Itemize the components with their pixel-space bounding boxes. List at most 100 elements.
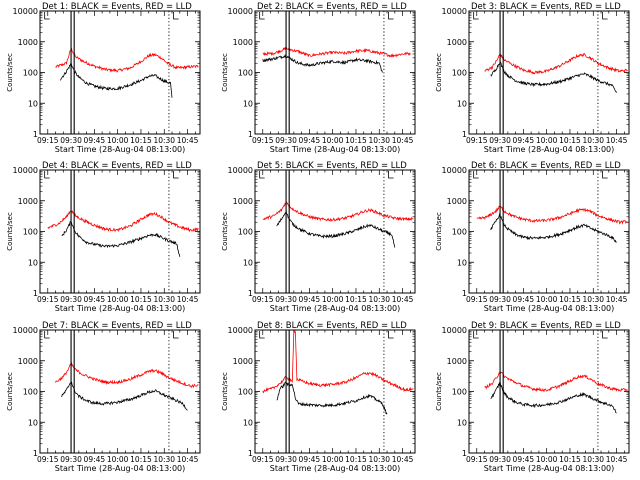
x-axis-label: Start Time (28-Aug-04 08:13:00) xyxy=(484,464,615,473)
chart-panel-6: Det 6: BLACK = Events, RED = LLD 1 10 100 10… xyxy=(435,161,630,313)
chart-title: Det 4: BLACK = Events, RED = LLD xyxy=(42,161,192,171)
x-tick-label: 09:30 xyxy=(60,136,82,145)
y-axis-label: Counts/sec xyxy=(6,212,14,251)
chart-title: Det 7: BLACK = Events, RED = LLD xyxy=(42,321,192,331)
lld-series-line xyxy=(476,205,628,225)
events-series-line xyxy=(61,381,188,411)
lld-series-line xyxy=(262,330,414,394)
y-tick-label: 1000 xyxy=(233,357,253,366)
plot-frame xyxy=(468,10,630,135)
plot-frame xyxy=(254,169,416,294)
x-tick-label: 09:15 xyxy=(466,455,488,464)
x-tick-label: 09:15 xyxy=(252,455,274,464)
series-group xyxy=(262,330,414,415)
lld-series-line xyxy=(47,210,199,233)
y-tick-label: 1000 xyxy=(233,38,253,47)
x-tick-label: 09:30 xyxy=(60,295,82,304)
y-tick-label: 1 xyxy=(33,449,38,458)
x-axis-label: Start Time (28-Aug-04 08:13:00) xyxy=(270,464,401,473)
x-tick-label: 09:15 xyxy=(252,295,274,304)
x-tick-label: 09:30 xyxy=(275,455,297,464)
y-tick-label: 1 xyxy=(462,289,467,298)
segment-bracket-marker xyxy=(44,171,50,179)
chart-panel-3: Det 3: BLACK = Events, RED = LLD 1 10 100 10… xyxy=(435,2,630,154)
x-tick-label: 09:30 xyxy=(60,455,82,464)
y-tick-label: 10 xyxy=(243,99,253,108)
y-tick-label: 10 xyxy=(28,258,38,267)
segment-bracket-marker xyxy=(473,171,479,179)
y-tick-label: 1000 xyxy=(18,38,38,47)
x-tick-label: 10:30 xyxy=(582,136,604,145)
y-tick-label: 100 xyxy=(452,69,467,78)
y-tick-label: 10 xyxy=(457,258,467,267)
x-tick-label: 10:00 xyxy=(536,136,558,145)
y-tick-label: 10 xyxy=(243,418,253,427)
segment-bracket-marker xyxy=(259,12,265,20)
segment-bracket-marker xyxy=(44,331,50,339)
series-group xyxy=(47,210,199,257)
events-series-line xyxy=(262,54,383,73)
y-tick-label: 100 xyxy=(238,69,253,78)
x-tick-label: 10:15 xyxy=(345,455,367,464)
segment-bracket-marker xyxy=(388,171,394,179)
chart-panel-8: Det 8: BLACK = Events, RED = LLD 1 10 100 10… xyxy=(221,321,416,473)
y-tick-label: 1 xyxy=(248,289,253,298)
y-tick-label: 10000 xyxy=(13,326,38,335)
chart-panel-7: Det 7: BLACK = Events, RED = LLD 1 10 100 10… xyxy=(6,321,201,473)
x-tick-label: 10:45 xyxy=(392,136,414,145)
x-tick-label: 09:30 xyxy=(489,295,511,304)
segment-bracket-marker xyxy=(473,12,479,20)
x-axis-label: Start Time (28-Aug-04 08:13:00) xyxy=(484,304,615,313)
x-axis-label: Start Time (28-Aug-04 08:13:00) xyxy=(55,145,186,154)
lld-series-line xyxy=(55,361,199,389)
plot-frame xyxy=(39,329,201,454)
chart-panel-1: Det 1: BLACK = Events, RED = LLD 1 10 100 10… xyxy=(6,2,201,154)
y-tick-label: 100 xyxy=(238,388,253,397)
plot-frame xyxy=(39,169,201,294)
series-group xyxy=(484,370,628,414)
y-tick-label: 1 xyxy=(462,449,467,458)
x-tick-label: 10:00 xyxy=(536,455,558,464)
x-tick-label: 09:15 xyxy=(37,455,59,464)
y-tick-label: 100 xyxy=(238,228,253,237)
y-axis-label: Counts/sec xyxy=(6,372,14,411)
x-tick-label: 10:00 xyxy=(322,136,344,145)
y-axis-label: Counts/sec xyxy=(221,53,229,92)
chart-panel-2: Det 2: BLACK = Events, RED = LLD 1 10 100 10… xyxy=(221,2,416,154)
x-tick-label: 10:45 xyxy=(177,295,199,304)
y-axis-label: Counts/sec xyxy=(435,212,443,251)
plot-frame xyxy=(254,10,416,135)
segment-bracket-marker xyxy=(259,331,265,339)
y-tick-label: 10000 xyxy=(228,326,253,335)
lld-series-line xyxy=(484,52,628,75)
y-tick-label: 10000 xyxy=(228,166,253,175)
plot-frame xyxy=(468,329,630,454)
x-tick-label: 09:15 xyxy=(37,136,59,145)
x-axis-label: Start Time (28-Aug-04 08:13:00) xyxy=(55,464,186,473)
lld-series-line xyxy=(484,370,628,393)
x-tick-label: 09:15 xyxy=(466,295,488,304)
x-tick-label: 10:15 xyxy=(130,455,152,464)
chart-title: Det 3: BLACK = Events, RED = LLD xyxy=(471,2,621,12)
plot-frame xyxy=(39,10,201,135)
y-tick-label: 10 xyxy=(28,99,38,108)
segment-bracket-marker xyxy=(173,171,179,179)
x-tick-label: 10:15 xyxy=(559,136,581,145)
x-tick-label: 10:00 xyxy=(536,295,558,304)
y-tick-label: 100 xyxy=(23,69,38,78)
lld-series-line xyxy=(55,48,199,73)
x-tick-label: 09:45 xyxy=(513,295,535,304)
chart-title: Det 6: BLACK = Events, RED = LLD xyxy=(471,161,621,171)
segment-bracket-marker xyxy=(602,12,608,20)
x-tick-label: 10:15 xyxy=(559,455,581,464)
y-tick-label: 1000 xyxy=(233,197,253,206)
y-tick-label: 10000 xyxy=(13,7,38,16)
y-tick-label: 10000 xyxy=(13,166,38,175)
y-tick-label: 1000 xyxy=(447,357,467,366)
x-tick-label: 10:45 xyxy=(392,455,414,464)
y-tick-label: 1000 xyxy=(18,197,38,206)
x-tick-label: 10:30 xyxy=(582,295,604,304)
x-tick-label: 09:15 xyxy=(37,295,59,304)
x-tick-label: 10:00 xyxy=(322,295,344,304)
x-tick-label: 10:00 xyxy=(107,455,129,464)
